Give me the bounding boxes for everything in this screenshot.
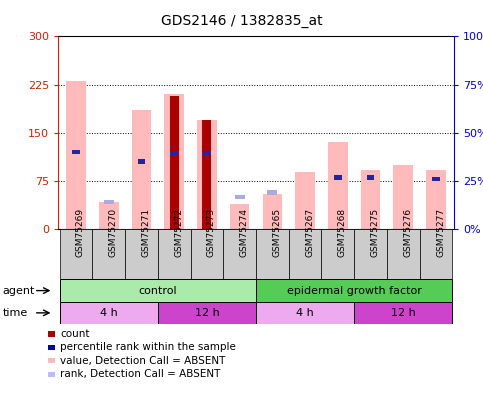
Bar — [203, 151, 211, 156]
Bar — [235, 194, 244, 199]
Text: GSM75267: GSM75267 — [305, 208, 314, 258]
Text: value, Detection Call = ABSENT: value, Detection Call = ABSENT — [60, 356, 226, 366]
Text: 12 h: 12 h — [391, 308, 416, 318]
Text: 4 h: 4 h — [296, 308, 314, 318]
Text: GSM75265: GSM75265 — [272, 208, 282, 258]
Text: GSM75272: GSM75272 — [174, 209, 183, 257]
Text: GSM75270: GSM75270 — [109, 208, 118, 258]
Bar — [99, 202, 118, 229]
Text: percentile rank within the sample: percentile rank within the sample — [60, 343, 236, 352]
Bar — [125, 229, 158, 279]
Bar — [432, 177, 440, 181]
Bar — [263, 194, 282, 229]
Bar — [426, 170, 446, 229]
Text: control: control — [139, 286, 177, 296]
Bar — [170, 151, 178, 156]
Text: 4 h: 4 h — [100, 308, 117, 318]
Bar — [59, 302, 158, 324]
Text: 12 h: 12 h — [195, 308, 219, 318]
Text: time: time — [2, 308, 28, 318]
Bar — [202, 120, 211, 229]
Bar — [289, 229, 322, 279]
Bar — [197, 120, 217, 229]
Bar — [295, 173, 315, 229]
Bar — [104, 200, 114, 204]
Bar — [158, 302, 256, 324]
Bar — [230, 205, 249, 229]
Text: epidermal growth factor: epidermal growth factor — [287, 286, 422, 296]
Bar — [131, 110, 151, 229]
Bar — [322, 229, 354, 279]
Bar — [190, 229, 223, 279]
Bar — [223, 229, 256, 279]
Text: GSM75273: GSM75273 — [207, 208, 216, 258]
Text: GSM75271: GSM75271 — [142, 208, 150, 258]
Bar — [59, 279, 256, 302]
Text: agent: agent — [2, 286, 35, 296]
Bar — [158, 229, 190, 279]
Bar — [387, 229, 420, 279]
Bar — [334, 175, 341, 180]
Text: rank, Detection Call = ABSENT: rank, Detection Call = ABSENT — [60, 369, 221, 379]
Bar — [66, 81, 86, 229]
Bar — [354, 302, 453, 324]
Bar — [59, 229, 92, 279]
Bar — [394, 165, 413, 229]
Bar — [361, 170, 381, 229]
Bar — [256, 279, 453, 302]
Text: count: count — [60, 329, 90, 339]
Bar — [256, 229, 289, 279]
Bar — [354, 229, 387, 279]
Text: GSM75274: GSM75274 — [240, 209, 249, 257]
Text: GSM75275: GSM75275 — [370, 208, 380, 258]
Bar — [138, 159, 145, 164]
Bar — [92, 229, 125, 279]
Text: GSM75277: GSM75277 — [436, 208, 445, 258]
Bar — [72, 149, 80, 154]
Text: GSM75269: GSM75269 — [76, 208, 85, 258]
Bar — [420, 229, 453, 279]
Bar — [367, 175, 374, 180]
Bar — [256, 302, 354, 324]
Bar — [268, 190, 277, 194]
Bar — [328, 142, 348, 229]
Bar — [170, 96, 179, 229]
Bar — [164, 94, 184, 229]
Text: GSM75268: GSM75268 — [338, 208, 347, 258]
Text: GDS2146 / 1382835_at: GDS2146 / 1382835_at — [161, 14, 322, 28]
Text: GSM75276: GSM75276 — [403, 208, 412, 258]
